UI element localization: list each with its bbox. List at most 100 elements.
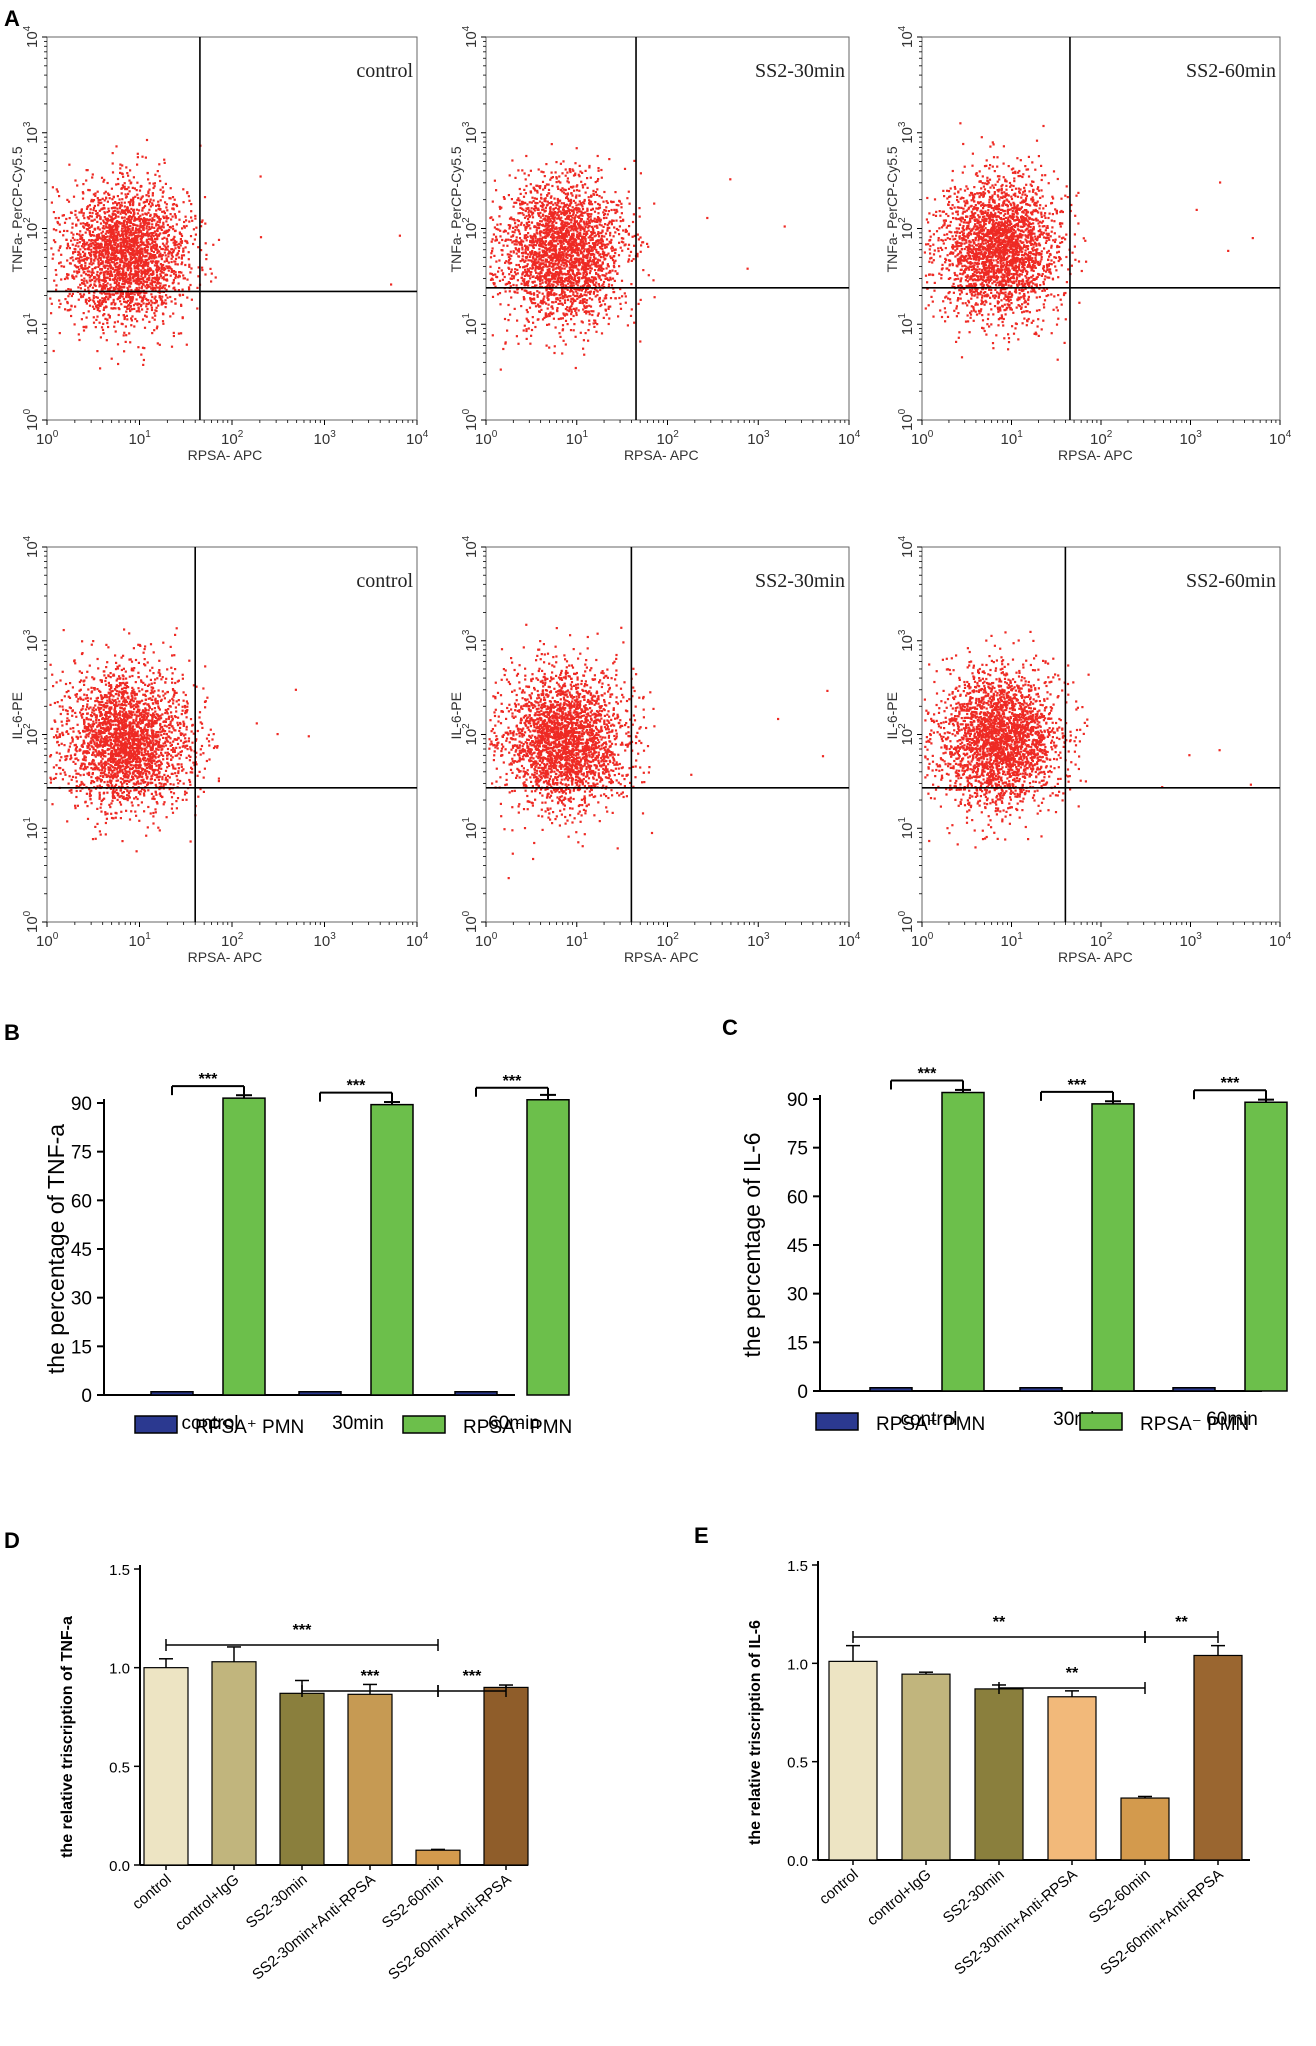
scatter-dot	[132, 233, 135, 236]
scatter-dot	[551, 226, 554, 229]
scatter-dot	[74, 179, 77, 182]
scatter-dot	[545, 260, 548, 263]
scatter-dot	[171, 225, 174, 228]
scatter-dot	[136, 212, 139, 215]
scatter-dot	[150, 308, 154, 312]
scatter-dot	[109, 224, 112, 227]
scatter-dot	[108, 265, 112, 268]
tick-base: 10	[129, 431, 146, 448]
scatter-dot	[556, 263, 559, 266]
scatter-dot	[544, 254, 547, 257]
scatter-dot	[203, 196, 207, 199]
scatter-dot	[560, 302, 563, 305]
scatter-dot	[588, 285, 591, 288]
scatter-dot	[551, 258, 554, 261]
scatter-dot	[570, 224, 573, 227]
scatter-dot	[614, 231, 617, 234]
scatter-dot	[131, 199, 135, 202]
scatter-dot	[546, 224, 549, 227]
scatter-dot	[562, 248, 565, 251]
scatter-dot	[586, 253, 589, 256]
scatter-dot	[71, 226, 74, 229]
tick-exponent: 0	[22, 408, 33, 414]
scatter-dot	[593, 247, 596, 250]
scatter-dot	[72, 195, 76, 198]
scatter-dot	[589, 260, 592, 263]
scatter-dot	[559, 247, 563, 250]
scatter-dot	[513, 307, 516, 310]
scatter-dot	[145, 234, 148, 237]
scatter-dot	[559, 210, 562, 213]
scatter-dot	[96, 304, 99, 307]
scatter-dot	[568, 249, 571, 252]
scatter-dot	[565, 279, 568, 282]
scatter-dot	[90, 219, 93, 222]
scatter-dot	[607, 283, 611, 286]
scatter-dot	[499, 223, 502, 226]
scatter-dot	[589, 256, 592, 259]
scatter-dot	[161, 320, 165, 323]
scatter-dot	[108, 214, 111, 217]
scatter-dot	[123, 216, 126, 219]
scatter-dot	[547, 256, 550, 259]
scatter-dot	[106, 276, 109, 279]
scatter-dot	[97, 277, 100, 280]
scatter-dot	[504, 342, 507, 345]
scatter-dot	[58, 262, 61, 265]
scatter-dot	[572, 234, 575, 237]
scatter-dot	[547, 282, 550, 285]
scatter-dot	[602, 283, 605, 286]
scatter-dot	[595, 248, 598, 251]
scatter-dot	[115, 215, 118, 218]
scatter-dot	[597, 212, 600, 215]
scatter-dot	[143, 255, 146, 258]
scatter-dot	[614, 191, 617, 194]
scatter-dot	[571, 168, 574, 171]
scatter-dot	[148, 320, 151, 323]
scatter-dot	[559, 283, 562, 286]
scatter-dot	[115, 246, 118, 250]
scatter-dot	[138, 279, 141, 282]
scatter-dot	[127, 288, 130, 291]
scatter-dot	[601, 239, 604, 242]
scatter-dot	[124, 238, 127, 241]
scatter-dot	[572, 284, 575, 287]
scatter-dot	[147, 190, 150, 193]
scatter-dot	[108, 315, 111, 318]
scatter-dot	[170, 254, 173, 257]
scatter-dot	[558, 248, 561, 251]
scatter-dot	[154, 248, 157, 251]
scatter-dot	[120, 210, 123, 213]
scatter-dot	[545, 235, 548, 238]
scatter-dot	[142, 206, 146, 209]
scatter-dot	[75, 216, 78, 219]
scatter-dot	[537, 207, 540, 210]
scatter-dot	[95, 212, 98, 215]
scatter-dot	[167, 269, 170, 272]
scatter-dot	[140, 271, 143, 274]
scatter-dot	[573, 219, 576, 222]
scatter-dot	[52, 349, 55, 353]
scatter-dot	[84, 264, 87, 267]
scatter-dot	[98, 249, 101, 252]
scatter-dot	[127, 225, 130, 228]
scatter-dot	[586, 282, 589, 285]
scatter-dot	[555, 266, 558, 269]
scatter-dot	[91, 230, 95, 234]
scatter-dot	[536, 275, 539, 278]
scatter-dot	[586, 217, 589, 220]
scatter-dot	[600, 196, 603, 199]
scatter-dot	[178, 218, 181, 221]
scatter-dot	[532, 200, 535, 203]
scatter-dot	[561, 295, 564, 298]
scatter-dot	[109, 263, 112, 266]
scatter-dot	[599, 247, 602, 250]
scatter-dot	[514, 273, 518, 276]
scatter-dot	[85, 207, 89, 210]
scatter-dot	[94, 257, 97, 260]
scatter-dot	[122, 270, 125, 273]
scatter-dot	[116, 210, 119, 213]
scatter-dot	[158, 207, 161, 211]
scatter-dot	[144, 273, 147, 276]
scatter-dot	[568, 169, 571, 172]
